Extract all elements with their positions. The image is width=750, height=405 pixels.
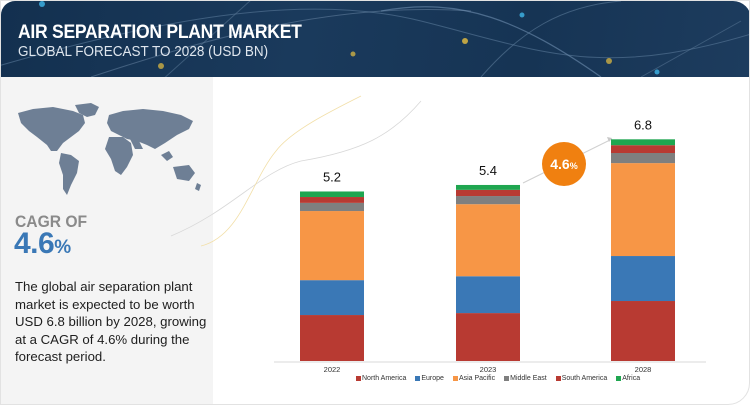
- bar-segment-europe-2028: [611, 256, 675, 302]
- bar-segment-south-america-2028: [611, 145, 675, 154]
- x-tick-label-2023: 2023: [480, 365, 497, 374]
- bar-segment-middle-east-2023: [456, 196, 520, 205]
- growth-arrow-head: [607, 137, 612, 142]
- total-label-2022: 5.2: [323, 169, 341, 184]
- legend-swatch: [616, 376, 622, 381]
- cagr-label: CAGR OF: [15, 212, 88, 231]
- cagr-value: 4.6%: [14, 227, 71, 261]
- bar-segment-north-america-2022: [300, 315, 364, 361]
- labels-group: 5.2 2022 5.4 2023 6.8 2028: [323, 117, 652, 374]
- legend-swatch: [356, 376, 361, 381]
- legend-item-africa: Africa: [616, 375, 640, 382]
- chart-legend: North America Europe Asia Pacific Middle Ea…: [356, 375, 640, 382]
- legend-item-south-america: South America: [555, 375, 608, 382]
- bar-segment-middle-east-2028: [611, 153, 675, 164]
- growth-badge-value: 4.6: [550, 156, 570, 172]
- legend-item-north-america: North America: [356, 375, 406, 382]
- legend-item-middle-east: Middle East: [504, 375, 547, 382]
- bar-segment-africa-2022: [300, 191, 364, 198]
- legend-label: North America: [362, 375, 407, 382]
- bar-segment-asia-pacific-2023: [456, 204, 520, 277]
- bar-segment-north-america-2023: [456, 313, 520, 361]
- legend-swatch: [555, 376, 561, 381]
- cagr-growth-badge: 4.6%: [542, 142, 586, 186]
- growth-badge-unit: %: [569, 160, 578, 171]
- legend-swatch: [452, 376, 458, 381]
- page-subtitle: GLOBAL FORECAST TO 2028 (USD BN): [18, 43, 269, 60]
- bar-segment-africa-2023: [456, 184, 520, 190]
- legend-swatch: [504, 376, 510, 381]
- cagr-unit: %: [54, 237, 71, 258]
- bars-group: [300, 139, 675, 361]
- legend-label: South America: [561, 375, 608, 382]
- bar-segment-north-america-2028: [611, 301, 675, 361]
- total-label-2028: 6.8: [634, 117, 652, 132]
- legend-label: Europe: [421, 375, 444, 382]
- legend-label: Asia Pacific: [458, 375, 496, 382]
- bar-segment-asia-pacific-2022: [300, 211, 364, 281]
- total-label-2023: 5.4: [479, 163, 497, 178]
- x-tick-label-2028: 2028: [635, 365, 652, 374]
- bar-segment-south-america-2022: [300, 197, 364, 203]
- x-tick-label-2022: 2022: [324, 365, 341, 374]
- legend-item-asia-pacific: Asia Pacific: [452, 375, 496, 382]
- bar-segment-middle-east-2022: [300, 202, 364, 212]
- page-title: AIR SEPARATION PLANT MARKET: [18, 21, 302, 43]
- bar-segment-south-america-2023: [456, 189, 520, 197]
- decorative-curve: [200, 95, 362, 247]
- header-background-lines: [1, 1, 749, 77]
- header-banner: AIR SEPARATION PLANT MARKET GLOBAL FOREC…: [1, 1, 749, 77]
- legend-swatch: [415, 376, 421, 381]
- bar-segment-asia-pacific-2028: [611, 163, 675, 257]
- market-description: The global air separation plant market i…: [15, 279, 207, 364]
- bar-segment-africa-2028: [611, 139, 675, 146]
- legend-label: Africa: [622, 375, 641, 382]
- decorative-curve: [170, 100, 422, 237]
- legend-item-europe: Europe: [415, 375, 444, 382]
- bar-segment-europe-2022: [300, 280, 364, 316]
- cagr-number: 4.6: [14, 227, 55, 260]
- bar-segment-europe-2023: [456, 276, 520, 314]
- legend-label: Middle East: [510, 375, 547, 382]
- world-map-icon: [18, 103, 201, 195]
